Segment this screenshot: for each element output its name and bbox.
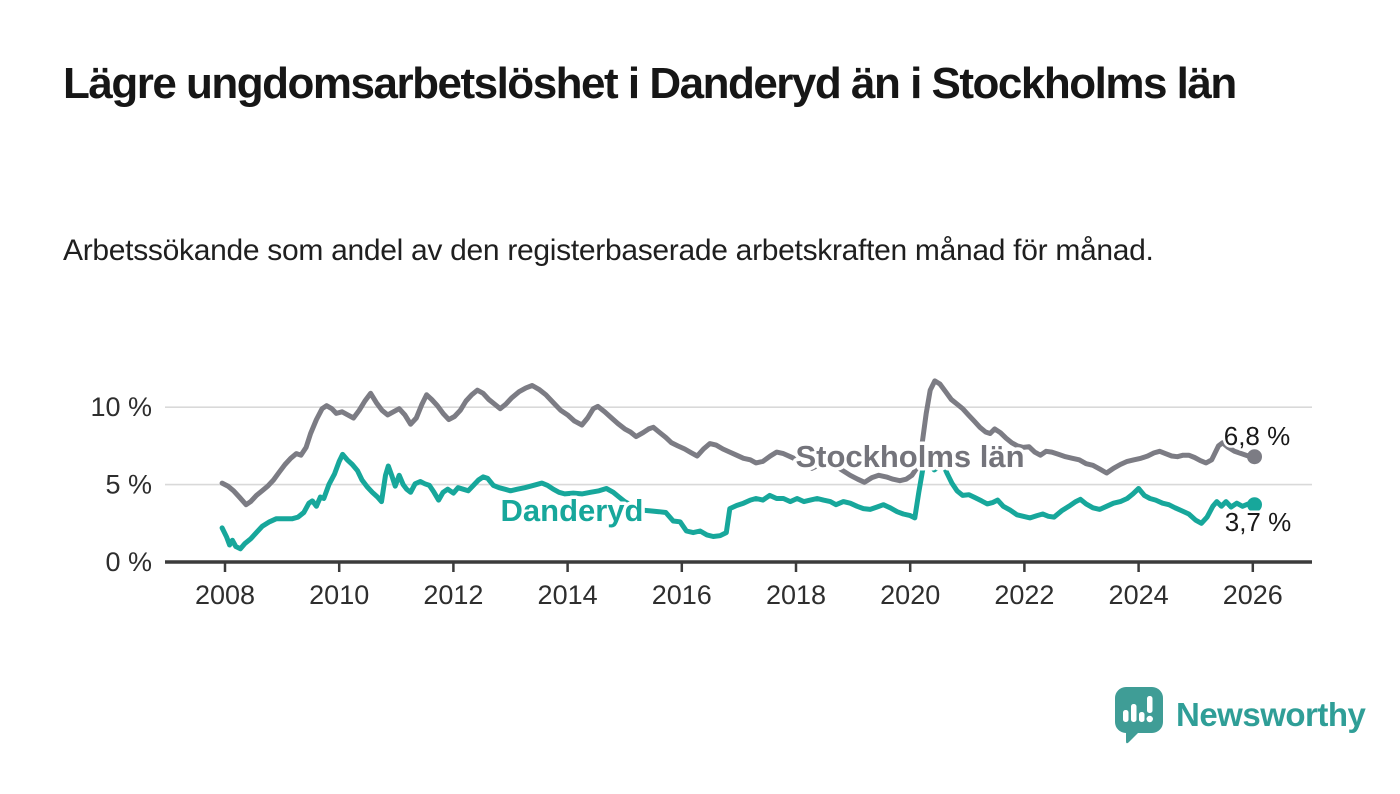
x-tick-label-2022: 2022: [994, 580, 1054, 610]
x-tick-labels: 2008 2010 2012 2014 2016 2018 2020 2022 2024 2026: [195, 580, 1283, 610]
x-tick-label-2018: 2018: [766, 580, 826, 610]
end-dot-stockholms-lan: [1247, 449, 1263, 465]
series-label-stockholms-lan: Stockholms län: [795, 439, 1024, 474]
x-tick-label-2008: 2008: [195, 580, 255, 610]
series-paths: [219, 378, 1257, 552]
x-tick-label-2020: 2020: [880, 580, 940, 610]
chart-subtitle: Arbetssökande som andel av den registerb…: [63, 234, 1154, 267]
newsworthy-logo: Newsworthy: [1114, 686, 1366, 744]
newsworthy-logo-text: Newsworthy: [1176, 696, 1366, 733]
x-tick-label-2014: 2014: [538, 580, 598, 610]
y-tick-labels: 0 % 5 % 10 %: [90, 392, 152, 577]
y-tick-label-0: 0 %: [105, 547, 152, 577]
end-dot-danderyd: [1247, 497, 1263, 513]
line-stockholms-lan: [219, 378, 1257, 508]
chart-title: Lägre ungdomsarbetslöshet i Danderyd än …: [63, 59, 1237, 108]
end-value-label-stockholms-lan: 6,8 %: [1224, 421, 1291, 451]
gridlines: [165, 406, 1312, 486]
series-label-danderyd: Danderyd: [501, 493, 644, 528]
x-tick-label-2026: 2026: [1223, 580, 1283, 610]
newsworthy-logo-icon: [1115, 687, 1163, 744]
x-tick-label-2012: 2012: [423, 580, 483, 610]
end-value-label-danderyd: 3,7 %: [1225, 507, 1292, 537]
x-tick-label-2016: 2016: [652, 580, 712, 610]
x-tick-label-2024: 2024: [1109, 580, 1169, 610]
series-end-dots: [1247, 449, 1263, 513]
y-tick-label-10: 10 %: [90, 392, 152, 422]
y-tick-label-5: 5 %: [105, 470, 152, 500]
x-tick-label-2010: 2010: [309, 580, 369, 610]
line-danderyd: [219, 451, 1257, 552]
bar-chart-glyph: [1123, 696, 1153, 723]
x-ticks: [223, 563, 1255, 572]
